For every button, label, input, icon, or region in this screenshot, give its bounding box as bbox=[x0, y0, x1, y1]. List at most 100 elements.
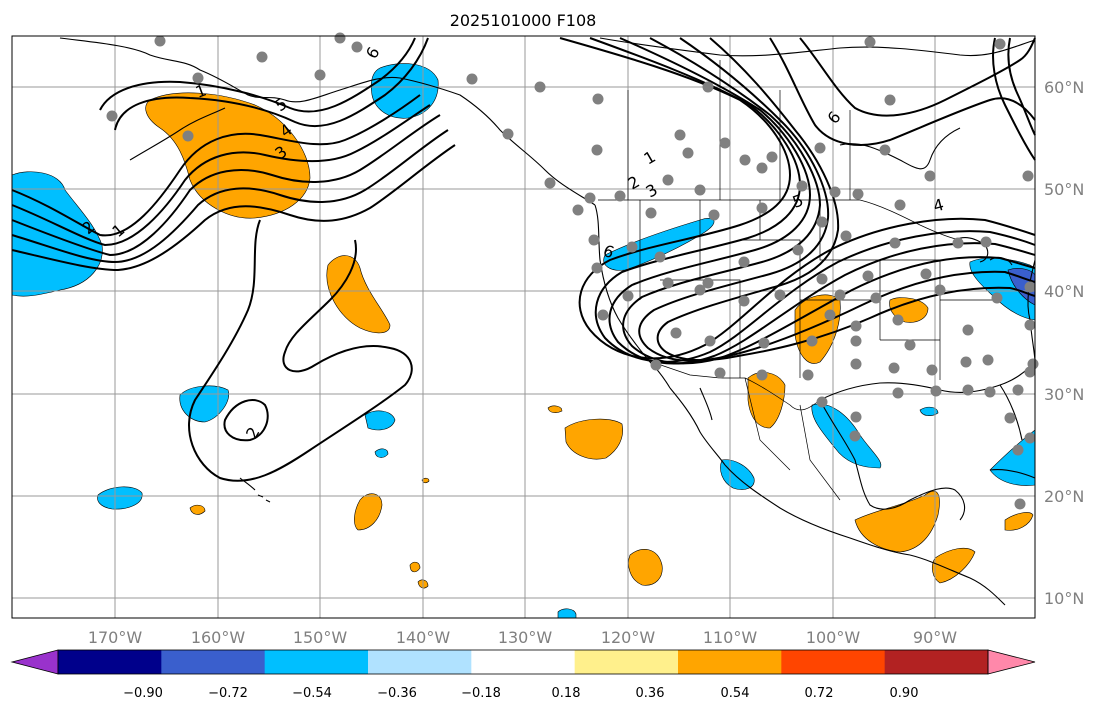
lon-labels: 170°W 160°W 150°W 140°W 130°W 120°W 110°… bbox=[88, 628, 957, 647]
alaska-coast bbox=[59, 37, 596, 206]
cuba bbox=[989, 468, 1036, 479]
contour-west-3 bbox=[11, 114, 441, 257]
gulf-mexico-west bbox=[819, 399, 911, 510]
lon-label: 150°W bbox=[293, 628, 348, 647]
colorbar-segment bbox=[161, 650, 266, 674]
contour-ridge-1 bbox=[559, 37, 1036, 360]
positive-area-baja-offshore bbox=[564, 418, 623, 460]
positive-area-east-pacific bbox=[628, 548, 663, 586]
lat-labels: 60°N 50°N 40°N 30°N 20°N 10°N bbox=[1044, 78, 1084, 608]
negative-area-central-pacific bbox=[364, 410, 396, 431]
positive-area-pacific-south bbox=[354, 493, 383, 531]
baja-california bbox=[669, 387, 726, 466]
lon-label: 110°W bbox=[703, 628, 758, 647]
contour-ridge-4 bbox=[622, 37, 1036, 365]
aleutians bbox=[129, 107, 226, 161]
colorbar-label: −0.72 bbox=[208, 686, 248, 701]
colorbar-segment bbox=[264, 650, 369, 674]
colorbar-outline bbox=[57, 649, 989, 675]
positive-shading bbox=[145, 92, 1034, 589]
station-dots bbox=[106, 32, 1039, 510]
contour-west-5 bbox=[11, 144, 456, 272]
hawaii-islands bbox=[239, 477, 271, 503]
colorbar-label: −0.54 bbox=[292, 686, 332, 701]
colorbar-label: −0.18 bbox=[461, 686, 501, 701]
central-america-coast bbox=[909, 554, 1006, 606]
contour-label: 4 bbox=[931, 195, 946, 216]
contour-loop-pacific bbox=[188, 219, 413, 482]
map-title: 2025101000 F108 bbox=[450, 11, 597, 30]
colorbar-labels: −0.90 −0.72 −0.54 −0.36 −0.18 0.18 0.36 … bbox=[123, 686, 918, 701]
negative-area-bottom bbox=[557, 608, 577, 619]
contour-east-1 bbox=[769, 37, 1036, 146]
lat-label: 10°N bbox=[1044, 589, 1084, 608]
contour-west-1 bbox=[11, 94, 421, 237]
contour-west-2 bbox=[11, 104, 431, 247]
colorbar-segments bbox=[58, 650, 989, 674]
positive-area-bering bbox=[145, 92, 311, 219]
positive-area-small-2 bbox=[189, 504, 206, 515]
colorbar-segment bbox=[574, 650, 679, 674]
lat-label: 40°N bbox=[1044, 282, 1084, 301]
colorbar-label: 0.54 bbox=[721, 686, 750, 701]
yucatan bbox=[909, 487, 966, 521]
mexico-coast bbox=[724, 464, 911, 556]
positive-area-mexico-west bbox=[747, 372, 786, 429]
contour-loop-small bbox=[223, 399, 269, 442]
positive-area-small-1 bbox=[547, 405, 563, 413]
colorbar-label: 0.36 bbox=[636, 686, 665, 701]
negative-area-gulf-small bbox=[919, 406, 939, 416]
lon-label: 100°W bbox=[806, 628, 861, 647]
contour-west-7 bbox=[114, 37, 429, 131]
lon-label: 90°W bbox=[913, 628, 957, 647]
lon-label: 170°W bbox=[88, 628, 143, 647]
contour-ridge-5 bbox=[638, 37, 1036, 362]
contour-ridge-3 bbox=[608, 37, 1036, 365]
negative-area-mexico bbox=[811, 403, 882, 469]
lon-label: 130°W bbox=[498, 628, 553, 647]
lat-label: 30°N bbox=[1044, 385, 1084, 404]
lon-label: 120°W bbox=[601, 628, 656, 647]
contour-ridge-2 bbox=[589, 37, 1036, 363]
lat-label: 20°N bbox=[1044, 487, 1084, 506]
lat-label: 50°N bbox=[1044, 180, 1084, 199]
colorbar-label: 0.72 bbox=[805, 686, 834, 701]
negative-area-hawaii-west bbox=[179, 385, 230, 423]
contour-east-4 bbox=[1007, 37, 1036, 136]
florida bbox=[999, 384, 1023, 441]
lon-label: 140°W bbox=[396, 628, 451, 647]
canada-north bbox=[599, 37, 1036, 57]
positive-area-small-3 bbox=[409, 561, 421, 573]
colorbar-segment bbox=[678, 650, 782, 674]
contour-west-6 bbox=[99, 37, 416, 113]
negative-area-west-pacific bbox=[97, 486, 143, 510]
colorbar-segment bbox=[884, 650, 989, 674]
colorbar-label: −0.90 bbox=[123, 686, 163, 701]
canada-provinces bbox=[627, 60, 851, 200]
colorbar-segment bbox=[368, 650, 472, 674]
negative-area-baja bbox=[720, 459, 755, 490]
colorbar-label: 0.90 bbox=[890, 686, 919, 701]
contour-ridge-6 bbox=[656, 37, 1036, 362]
colorbar-label: 0.18 bbox=[552, 686, 581, 701]
colorbar-segment bbox=[781, 650, 886, 674]
positive-area-caribbean bbox=[1004, 512, 1034, 531]
negative-area-small-1 bbox=[374, 448, 389, 458]
colorbar-segment bbox=[471, 650, 576, 674]
contour-east-3 bbox=[992, 37, 1036, 161]
mexico-states bbox=[744, 377, 841, 501]
colorbar-label: −0.36 bbox=[377, 686, 417, 701]
negative-area-california bbox=[603, 218, 715, 271]
lon-label: 160°W bbox=[191, 628, 246, 647]
contour-west-4 bbox=[11, 129, 449, 264]
lat-label: 60°N bbox=[1044, 78, 1084, 97]
contours bbox=[11, 37, 1036, 482]
colorbar: −0.90 −0.72 −0.54 −0.36 −0.18 0.18 0.36 … bbox=[10, 649, 1036, 701]
colorbar-segment bbox=[58, 650, 162, 674]
map-frame bbox=[11, 35, 1036, 619]
hudson-bay bbox=[839, 127, 961, 170]
colorbar-over-arrow bbox=[987, 649, 1036, 675]
colorbar-under-arrow bbox=[10, 649, 59, 675]
contour-east-2 bbox=[799, 37, 1036, 117]
